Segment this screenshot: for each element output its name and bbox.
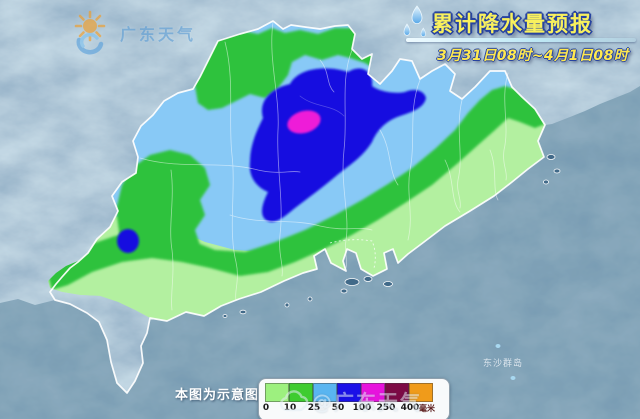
prefecture-boundaries <box>139 21 509 311</box>
legend: 0 10 25 50 100 250 400 毫米 <box>258 378 450 419</box>
station-logo: 广东天气 <box>66 10 196 56</box>
legend-swatch <box>337 383 361 402</box>
legend-swatch <box>265 383 289 402</box>
rain-band-100-250mm <box>287 110 321 134</box>
legend-swatches <box>265 383 433 402</box>
legend-threshold: 250 <box>376 403 396 413</box>
legend-swatch <box>385 383 409 402</box>
legend-swatch <box>361 383 385 402</box>
dongsha-label: 东沙群岛 <box>483 359 524 369</box>
legend-threshold: 100 <box>352 403 372 413</box>
legend-threshold: 400 <box>400 403 420 413</box>
dashed-boundary <box>329 239 376 269</box>
legend-threshold: 25 <box>307 403 321 413</box>
legend-swatch <box>313 383 337 402</box>
dongsha-islands <box>495 344 516 380</box>
page-title: 累计降水量预报 <box>432 12 593 36</box>
raindrop-icon <box>402 4 428 42</box>
province-outline <box>49 20 546 394</box>
forecast-date-range: 3月31日08时~4月1日08时 <box>437 48 629 64</box>
rain-band-50-100mm <box>117 68 426 253</box>
logo-text: 广东天气 <box>120 25 197 44</box>
legend-swatch <box>289 383 313 402</box>
legend-swatch <box>409 383 433 402</box>
legend-note: 本图为示意图 <box>175 388 260 403</box>
coastal-islands <box>222 154 561 318</box>
legend-unit: 毫米 <box>419 404 435 413</box>
weather-logo-icon <box>74 10 106 55</box>
legend-threshold: 50 <box>331 403 345 413</box>
legend-threshold: 0 <box>262 403 270 413</box>
title-divider <box>406 38 636 42</box>
legend-threshold: 10 <box>283 403 297 413</box>
